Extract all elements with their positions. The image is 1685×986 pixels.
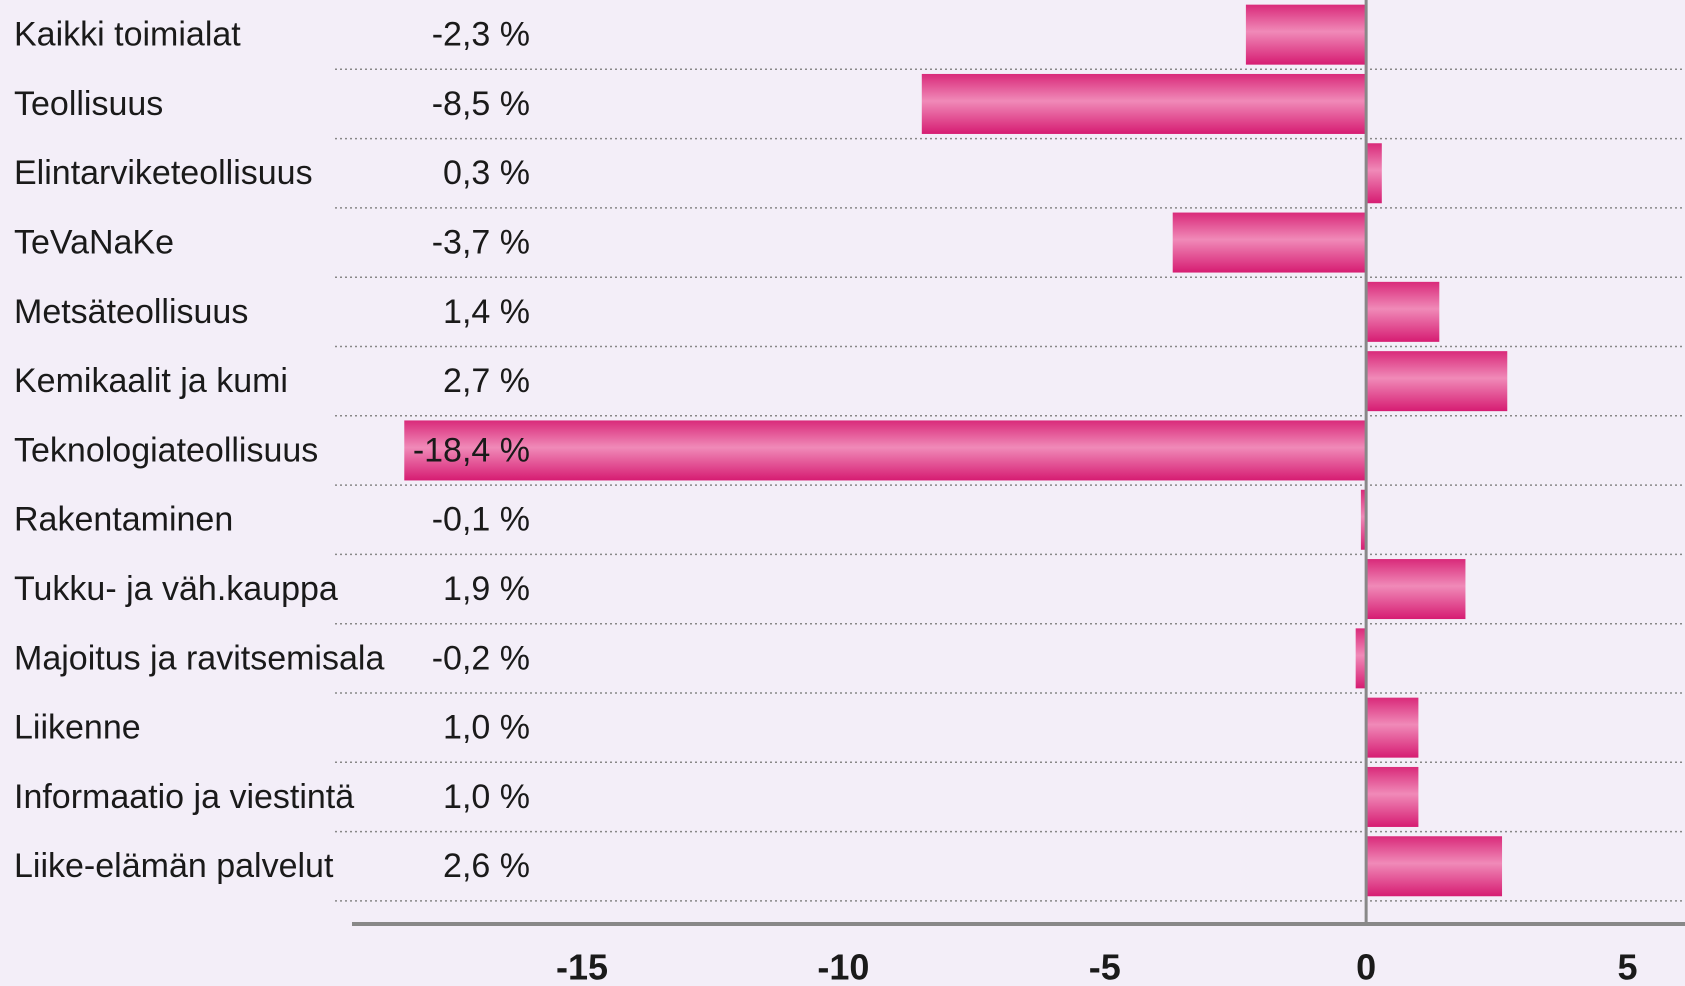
- category-label: TeVaNaKe: [14, 224, 174, 262]
- value-label: 2,6 %: [443, 847, 530, 885]
- value-label: -18,4 %: [413, 431, 530, 469]
- value-label: 0,3 %: [443, 154, 530, 192]
- bar: [1366, 351, 1508, 412]
- value-label: -8,5 %: [432, 85, 530, 123]
- value-label: 1,0 %: [443, 778, 530, 816]
- bar: [921, 73, 1367, 134]
- value-label: -2,3 %: [432, 16, 530, 54]
- value-label: -3,7 %: [432, 224, 530, 262]
- bar: [404, 420, 1367, 481]
- bar: [1366, 697, 1419, 758]
- category-label: Kemikaalit ja kumi: [14, 362, 288, 400]
- x-tick-label: -5: [1089, 947, 1121, 986]
- value-label: 2,7 %: [443, 362, 530, 400]
- category-label: Liikenne: [14, 709, 141, 747]
- category-label: Rakentaminen: [14, 501, 233, 539]
- category-label: Teknologiateollisuus: [14, 431, 318, 469]
- bar: [1366, 559, 1466, 620]
- category-label: Elintarviketeollisuus: [14, 154, 313, 192]
- value-label: 1,4 %: [443, 293, 530, 331]
- value-label: 1,0 %: [443, 709, 530, 747]
- category-label: Tukku- ja väh.kauppa: [14, 570, 338, 608]
- bar: [1366, 143, 1382, 204]
- category-label: Liike-elämän palvelut: [14, 847, 334, 885]
- x-tick-label: -15: [556, 947, 608, 986]
- category-label: Informaatio ja viestintä: [14, 778, 354, 816]
- bar: [1366, 836, 1503, 897]
- category-label: Teollisuus: [14, 85, 163, 123]
- category-label: Majoitus ja ravitsemisala: [14, 639, 384, 677]
- x-tick-label: -10: [817, 947, 869, 986]
- value-label: 1,9 %: [443, 570, 530, 608]
- bar: [1366, 281, 1440, 342]
- x-tick-label: 0: [1356, 947, 1376, 986]
- value-label: -0,1 %: [432, 501, 530, 539]
- bar: [1172, 212, 1367, 273]
- category-label: Metsäteollisuus: [14, 293, 248, 331]
- category-label: Kaikki toimialat: [14, 16, 241, 54]
- bar: [1360, 489, 1367, 550]
- value-label: -0,2 %: [432, 639, 530, 677]
- bar: [1245, 4, 1367, 65]
- bar: [1355, 628, 1367, 689]
- x-tick-label: 5: [1617, 947, 1637, 986]
- bar: [1366, 766, 1419, 827]
